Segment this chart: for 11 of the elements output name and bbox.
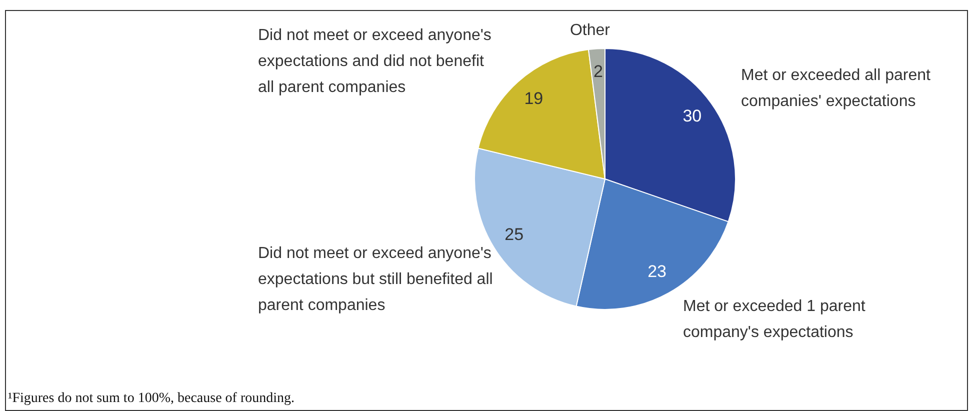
data-label: 2 [593, 62, 603, 81]
text: ¹Figures do not sum to 100%, because of rounding. [8, 391, 294, 407]
data-label: 23 [648, 262, 666, 282]
data-label: 19 [524, 88, 544, 108]
slice-label: Met or exceeded all parent companies' expectations [741, 66, 932, 112]
slice-label: Other [568, 21, 611, 41]
data-label: 30 [682, 106, 702, 126]
data-label: 25 [504, 225, 524, 244]
slice-label: Met or exceeded 1 parent company's expectations [683, 297, 866, 343]
slice-label: Did not meet or exceed anyone's expectations and did not benefit all parent companies [258, 26, 492, 98]
slice-label: Did not meet or exceed anyone's expectations but still benefited all parent companies [258, 244, 494, 316]
